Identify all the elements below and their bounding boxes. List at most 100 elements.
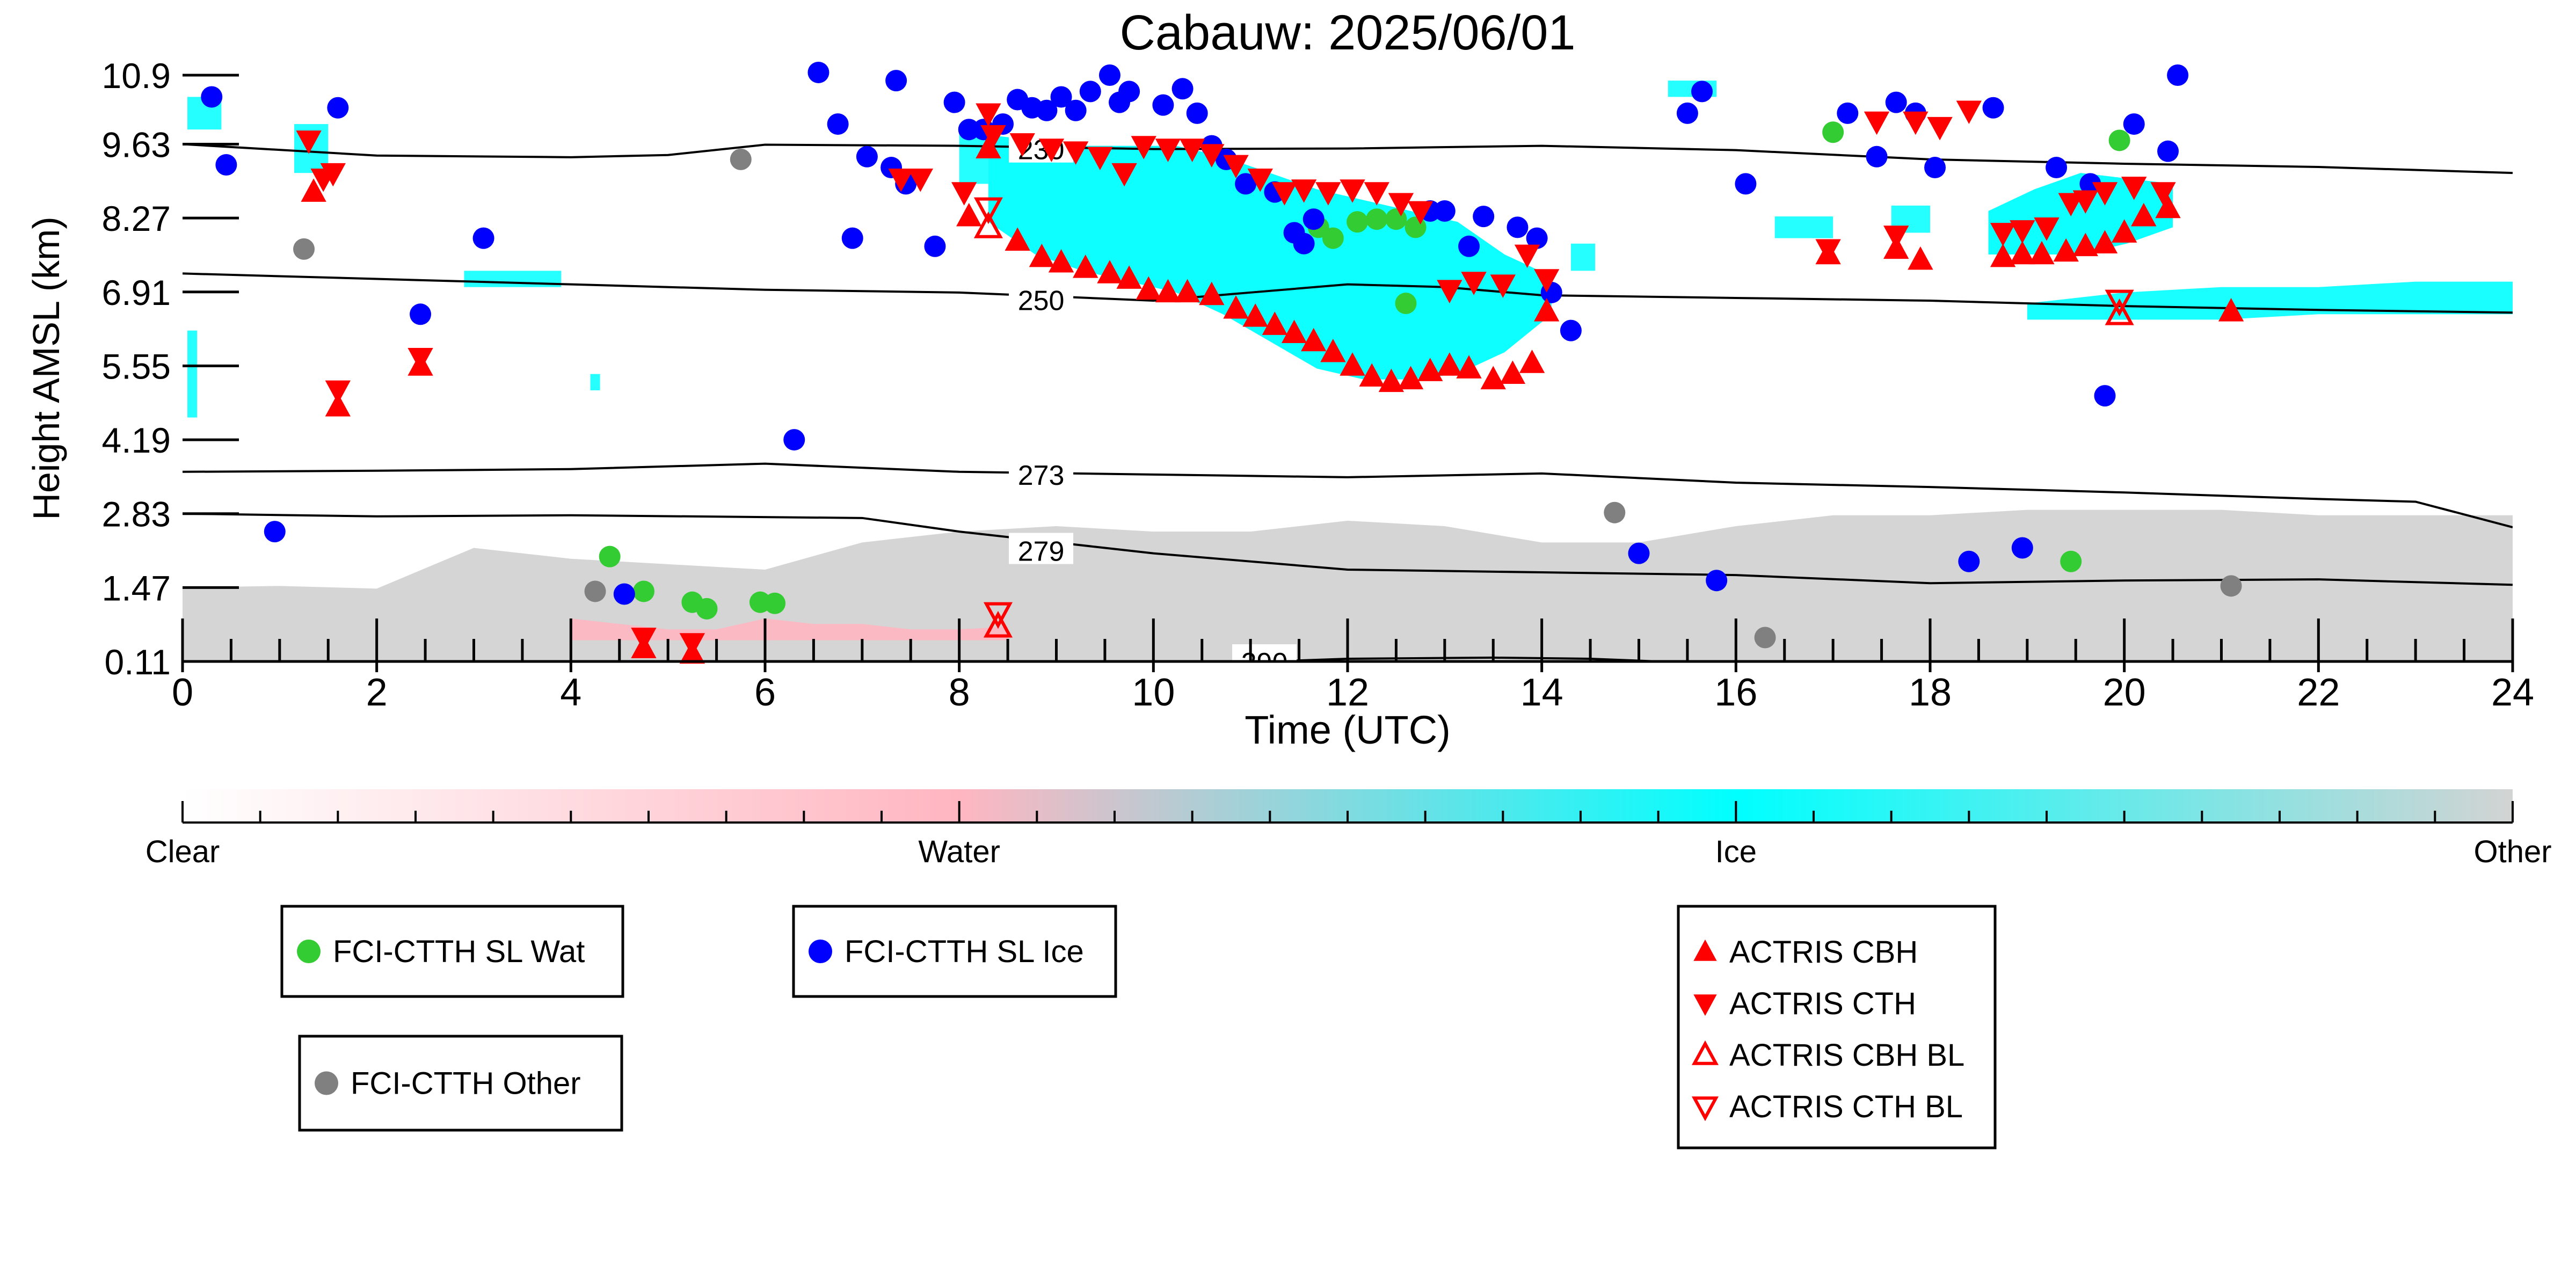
data-point [2157, 140, 2179, 162]
data-point [201, 86, 223, 108]
data-point [1223, 155, 1249, 179]
data-point [410, 303, 432, 325]
legend-marker [1691, 1096, 1719, 1122]
legend-marker [1693, 939, 1717, 961]
data-point [1029, 243, 1055, 267]
data-point [1186, 102, 1208, 124]
legend-box [280, 905, 624, 998]
data-point [2046, 157, 2068, 179]
series-fci-ctth-sl-wat [599, 121, 2130, 620]
data-point [1048, 249, 1074, 273]
data-point [1864, 111, 1890, 135]
data-point [1063, 141, 1089, 165]
data-point [976, 135, 1001, 158]
legend-3: FCI-CTTH Other [298, 1035, 623, 1132]
data-point [632, 580, 654, 602]
data-point [1604, 501, 1626, 523]
data-point [1174, 279, 1200, 303]
data-point [1347, 211, 1369, 233]
data-point [1322, 227, 1344, 249]
x-tick-label: 16 [1714, 671, 1757, 714]
data-point [1131, 136, 1156, 159]
data-point [327, 97, 349, 119]
data-point [1417, 358, 1443, 381]
y-tick-label: 4.19 [102, 420, 171, 460]
data-point [2058, 193, 2084, 217]
data-point [956, 202, 982, 227]
legend-label: ACTRIS CTH BL [1729, 1089, 1963, 1124]
data-point [472, 227, 494, 249]
data-point [841, 227, 863, 249]
data-point [1754, 627, 1776, 649]
data-point [1990, 243, 2016, 267]
data-point [783, 429, 805, 451]
data-point [1473, 206, 1495, 228]
phase-field-ice-2 [988, 135, 1552, 380]
legend-marker [297, 940, 321, 963]
y-tick-label: 2.83 [102, 494, 171, 534]
data-point [2072, 232, 2099, 257]
data-point [1171, 78, 1194, 100]
data-point [1924, 157, 1946, 179]
data-point [2105, 289, 2134, 317]
y-tick-label: 5.55 [102, 346, 171, 386]
data-point [1097, 260, 1123, 283]
data-point [983, 602, 1013, 629]
data-point [1437, 352, 1462, 376]
data-point [1098, 64, 1120, 86]
data-point [827, 113, 849, 135]
data-point [1706, 570, 1728, 592]
data-point [983, 610, 1013, 638]
data-point [1927, 117, 1953, 141]
series-actris-cbh-bl [973, 211, 2134, 638]
data-point [1065, 99, 1087, 121]
isotherm-label-bg-273 [1009, 457, 1074, 489]
data-point [1301, 328, 1327, 352]
data-point [2155, 194, 2181, 219]
data-point [1378, 368, 1405, 392]
data-point [1155, 139, 1181, 162]
isotherm-273 [183, 462, 2513, 528]
data-point [631, 628, 657, 651]
x-tick-label: 10 [1132, 671, 1175, 714]
data-point [1456, 355, 1482, 379]
ice-fragment-4 [590, 374, 600, 390]
data-point [1005, 227, 1030, 251]
y-axis-label: Height AMSL (km) [25, 216, 67, 520]
data-point [1223, 295, 1249, 319]
isotherm-label-bg-250 [1009, 282, 1074, 314]
data-point [599, 545, 621, 567]
x-tick-label: 0 [172, 671, 193, 714]
data-point [1956, 100, 1982, 124]
isotherm-230 [183, 143, 2513, 174]
data-point [1179, 139, 1205, 162]
data-point [1514, 244, 1540, 268]
data-point [1050, 86, 1072, 108]
chart-title: Cabauw: 2025/06/01 [1119, 5, 1575, 60]
x-tick-label: 2 [366, 671, 388, 714]
isotherm-label-290: 290 [1241, 647, 1288, 679]
data-point [1036, 99, 1058, 121]
y-tick-label: 10.9 [102, 56, 171, 96]
data-point [976, 103, 1001, 127]
data-point [2108, 129, 2130, 151]
data-point [1111, 163, 1137, 187]
data-point [1152, 94, 1174, 116]
data-point [1885, 91, 1907, 113]
data-point [1407, 201, 1433, 225]
colorbar-label-clear: Clear [145, 834, 220, 869]
legend-marker [809, 940, 832, 963]
series-actris-cth [296, 100, 2176, 657]
data-point [2010, 220, 2035, 244]
data-point [1293, 232, 1315, 254]
data-point [885, 70, 907, 92]
data-point [1628, 542, 1650, 564]
legend-label: ACTRIS CBH [1729, 935, 1918, 970]
data-point [1461, 272, 1487, 295]
data-point [1990, 223, 2016, 246]
legend-2: FCI-CTTH SL Ice [792, 905, 1117, 998]
data-point [2029, 241, 2055, 265]
data-point [2123, 113, 2145, 135]
x-axis-label: Time (UTC) [1245, 708, 1451, 752]
